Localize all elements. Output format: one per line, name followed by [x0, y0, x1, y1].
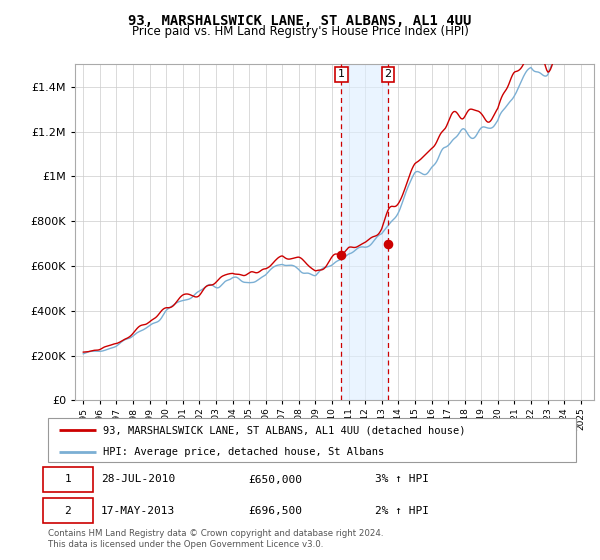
Text: £650,000: £650,000: [248, 474, 302, 484]
Text: £696,500: £696,500: [248, 506, 302, 516]
Text: 93, MARSHALSWICK LANE, ST ALBANS, AL1 4UU: 93, MARSHALSWICK LANE, ST ALBANS, AL1 4U…: [128, 14, 472, 28]
Text: Contains HM Land Registry data © Crown copyright and database right 2024.
This d: Contains HM Land Registry data © Crown c…: [48, 529, 383, 549]
Point: [337, 250, 346, 259]
Text: 3% ↑ HPI: 3% ↑ HPI: [376, 474, 430, 484]
Text: 28-JUL-2010: 28-JUL-2010: [101, 474, 175, 484]
Text: HPI: Average price, detached house, St Albans: HPI: Average price, detached house, St A…: [103, 447, 385, 458]
Text: 1: 1: [338, 69, 345, 80]
FancyBboxPatch shape: [43, 467, 93, 492]
FancyBboxPatch shape: [48, 418, 576, 462]
Text: 93, MARSHALSWICK LANE, ST ALBANS, AL1 4UU (detached house): 93, MARSHALSWICK LANE, ST ALBANS, AL1 4U…: [103, 425, 466, 435]
FancyBboxPatch shape: [43, 498, 93, 523]
Text: Price paid vs. HM Land Registry's House Price Index (HPI): Price paid vs. HM Land Registry's House …: [131, 25, 469, 38]
Text: 2: 2: [385, 69, 391, 80]
Text: 2: 2: [64, 506, 71, 516]
Point: [383, 240, 392, 249]
Text: 17-MAY-2013: 17-MAY-2013: [101, 506, 175, 516]
Text: 1: 1: [64, 474, 71, 484]
Text: 2% ↑ HPI: 2% ↑ HPI: [376, 506, 430, 516]
